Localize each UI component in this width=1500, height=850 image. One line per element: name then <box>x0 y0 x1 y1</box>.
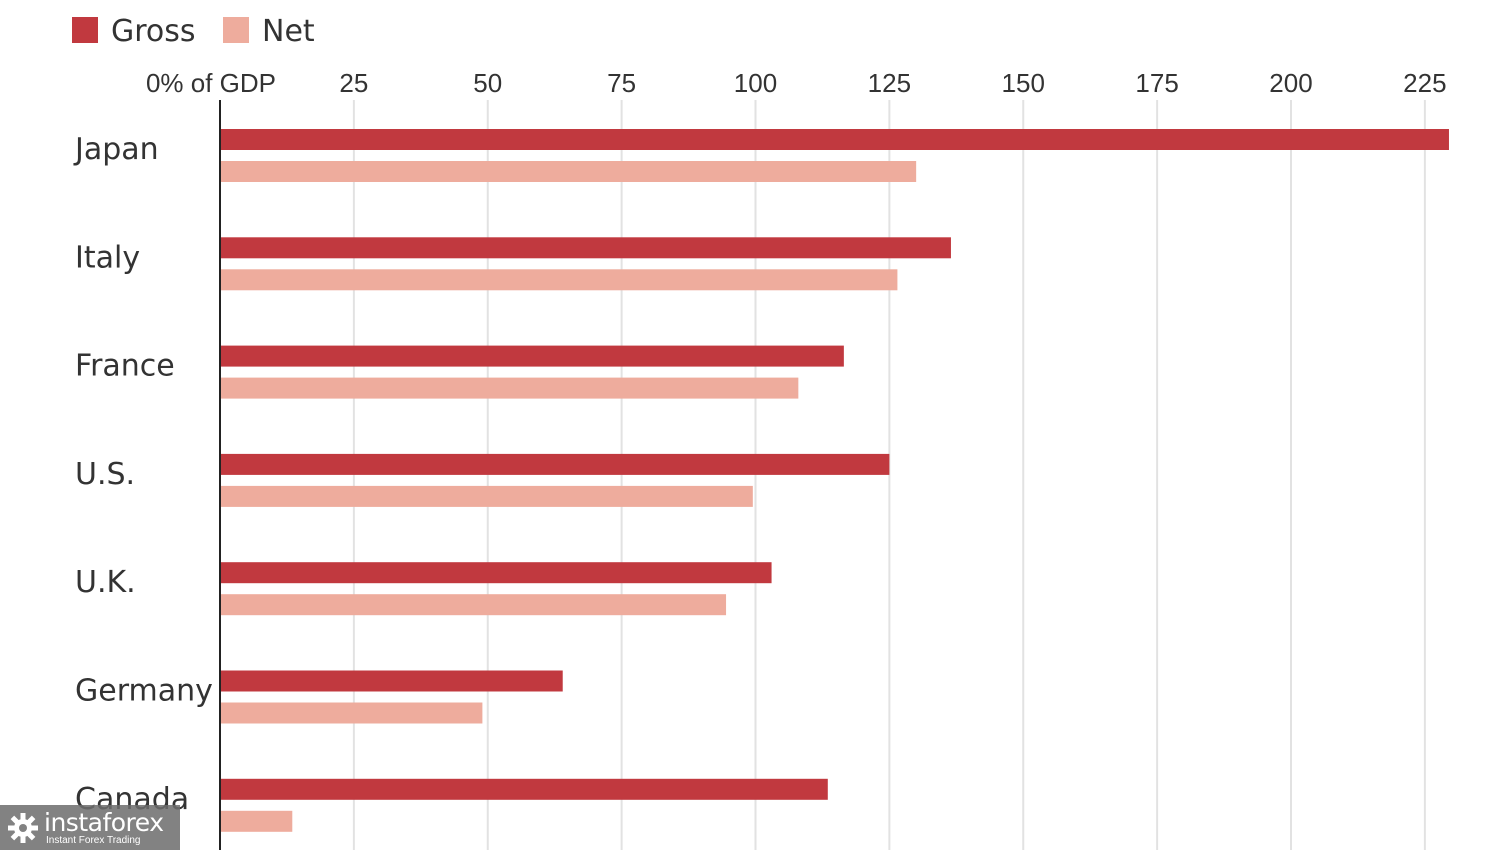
legend: Gross Net <box>72 14 315 49</box>
category-label: Japan <box>73 132 159 167</box>
bar-gross-us <box>221 453 890 475</box>
x-tick-label: 200 <box>1269 68 1312 98</box>
bars <box>221 129 1449 832</box>
x-tick-label: 175 <box>1135 68 1178 98</box>
bar-net-uk <box>221 594 727 616</box>
x-tick-label: 25 <box>339 68 368 98</box>
x-axis-ticks: 0% of GDP 25 50 75 100 125 150 175 200 225 <box>146 68 1447 98</box>
x-tick-label: 75 <box>607 68 636 98</box>
bar-gross-france <box>221 345 844 367</box>
bar-gross-italy <box>221 237 951 259</box>
bar-gross-canada <box>221 778 828 800</box>
bar-gross-uk <box>221 562 772 584</box>
x-tick-label: 125 <box>868 68 911 98</box>
bar-gross-japan <box>221 129 1449 150</box>
gear-icon <box>8 812 38 843</box>
gridlines <box>352 100 1426 850</box>
legend-swatch-gross <box>72 17 98 43</box>
x-tick-label: 225 <box>1403 68 1446 98</box>
watermark-brand: instaforex <box>44 807 164 837</box>
legend-label-net: Net <box>262 14 315 49</box>
bar-net-canada <box>221 810 293 832</box>
bar-net-japan <box>221 161 917 182</box>
bar-net-italy <box>221 269 898 291</box>
x-tick-label: 150 <box>1002 68 1045 98</box>
bar-net-us <box>221 485 753 507</box>
x-tick-label: 0% of GDP <box>146 68 276 98</box>
bar-net-france <box>221 377 799 399</box>
x-tick-label: 50 <box>473 68 502 98</box>
instaforex-watermark: instaforex Instant Forex Trading <box>0 805 180 850</box>
category-label: France <box>75 349 175 384</box>
legend-swatch-net <box>223 17 249 43</box>
legend-label-gross: Gross <box>111 14 196 49</box>
category-label: U.S. <box>75 457 135 492</box>
bar-net-germany <box>221 702 483 724</box>
bar-gross-germany <box>221 670 563 692</box>
category-label: Italy <box>75 240 140 275</box>
x-tick-label: 100 <box>734 68 777 98</box>
watermark-tagline: Instant Forex Trading <box>46 834 141 846</box>
category-label: Germany <box>75 674 213 709</box>
category-label: U.K. <box>75 565 136 600</box>
